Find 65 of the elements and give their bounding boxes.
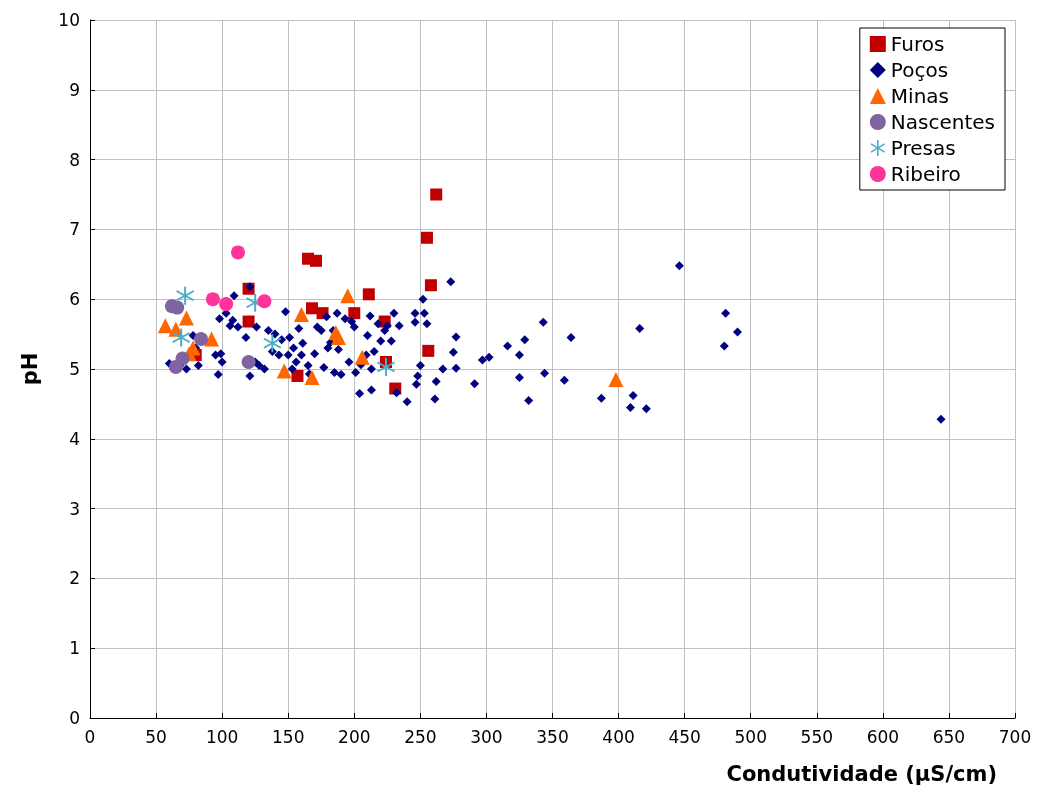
point [194, 331, 208, 346]
point [608, 371, 624, 387]
x-tick-label: 450 [668, 726, 701, 747]
y-tick-label: 0 [69, 708, 80, 728]
y-tick-label: 1 [69, 638, 80, 659]
point [304, 369, 320, 385]
x-tick-label: 650 [932, 726, 966, 747]
legend-label: Presas [890, 136, 956, 160]
point [306, 302, 318, 315]
point [175, 351, 190, 366]
point [422, 344, 435, 357]
y-tick-label: 7 [69, 219, 80, 240]
point [176, 286, 195, 305]
x-tick-label: 700 [998, 726, 1032, 747]
point [309, 254, 322, 267]
x-tick-label: 100 [205, 726, 239, 747]
point [340, 288, 356, 304]
x-tick-label: 500 [734, 726, 767, 747]
y-tick-label: 3 [69, 498, 80, 519]
point [257, 294, 272, 309]
x-tick-label: 350 [536, 726, 569, 747]
point [348, 307, 361, 320]
point [178, 310, 194, 326]
x-tick-label: 250 [404, 726, 437, 747]
point [424, 279, 437, 292]
point [241, 355, 256, 370]
y-tick-label: 2 [69, 568, 80, 589]
x-axis-title: Condutividade (µS/cm) [726, 761, 997, 786]
x-tick-label: 600 [866, 726, 900, 747]
point [219, 297, 234, 312]
x-tick-label: 200 [338, 726, 371, 747]
point [231, 245, 245, 260]
x-tick-label: 150 [271, 726, 305, 747]
y-tick-label: 8 [69, 149, 80, 170]
point [293, 307, 309, 323]
x-tick-label: 300 [470, 726, 503, 747]
legend-label: Nascentes [890, 110, 996, 134]
point [420, 231, 433, 244]
point [276, 363, 292, 379]
legend-label: Poços [890, 58, 949, 82]
x-tick-label: 50 [145, 726, 167, 747]
legend-label: Ribeiro [890, 162, 961, 186]
point [172, 328, 191, 347]
point [157, 318, 173, 334]
point [430, 188, 443, 201]
y-tick-label: 6 [69, 289, 80, 310]
point [263, 334, 282, 353]
point [205, 292, 220, 307]
point [242, 315, 255, 328]
y-axis-title: pH [17, 352, 42, 386]
x-tick-label: 400 [602, 726, 635, 747]
point [354, 349, 370, 365]
legend-label: Minas [890, 84, 949, 108]
y-tick-label: 5 [69, 359, 80, 379]
legend-label: Furos [890, 32, 945, 56]
x-tick-label: 550 [800, 726, 834, 747]
point [291, 369, 304, 382]
point [362, 288, 375, 301]
x-tick-label: 0 [84, 726, 96, 747]
y-tick-label: 4 [69, 428, 80, 449]
point [330, 330, 346, 346]
y-tick-label: 10 [58, 10, 80, 30]
point [204, 331, 220, 347]
point [377, 357, 395, 376]
y-tick-label: 9 [69, 79, 80, 100]
